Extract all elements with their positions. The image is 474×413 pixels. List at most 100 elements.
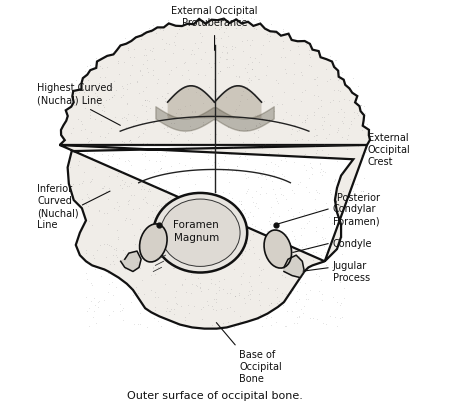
Point bbox=[91, 266, 99, 273]
Point bbox=[163, 113, 171, 119]
Point bbox=[212, 120, 220, 127]
Point bbox=[225, 165, 232, 171]
Point bbox=[123, 215, 130, 222]
Point bbox=[118, 185, 126, 192]
Point bbox=[149, 73, 156, 79]
Point bbox=[194, 46, 201, 52]
Point bbox=[69, 94, 76, 101]
Point bbox=[345, 199, 352, 206]
Point bbox=[255, 18, 263, 24]
Point bbox=[294, 44, 302, 50]
Point bbox=[261, 141, 269, 148]
Point bbox=[254, 113, 261, 119]
Point bbox=[335, 127, 342, 134]
Point bbox=[197, 39, 204, 46]
Point bbox=[289, 81, 296, 87]
Point bbox=[87, 129, 95, 136]
Point bbox=[99, 151, 106, 157]
Point bbox=[227, 286, 235, 292]
Point bbox=[216, 60, 223, 66]
Point bbox=[244, 175, 252, 181]
Point bbox=[319, 168, 327, 174]
Point bbox=[164, 90, 172, 97]
Point bbox=[238, 39, 246, 45]
Point bbox=[112, 88, 120, 95]
Point bbox=[102, 254, 109, 261]
Point bbox=[198, 316, 206, 323]
Point bbox=[261, 26, 269, 33]
Point bbox=[255, 175, 262, 181]
Point bbox=[124, 202, 132, 208]
Point bbox=[130, 55, 138, 61]
Point bbox=[109, 252, 116, 258]
Point bbox=[360, 188, 367, 195]
Point bbox=[303, 220, 310, 227]
Point bbox=[295, 127, 302, 134]
Point bbox=[264, 239, 272, 246]
Point bbox=[319, 123, 326, 129]
Point bbox=[105, 312, 113, 319]
Point bbox=[339, 188, 347, 195]
Point bbox=[210, 306, 217, 312]
Point bbox=[250, 140, 258, 146]
Point bbox=[279, 28, 287, 35]
Point bbox=[246, 273, 254, 280]
Point bbox=[177, 114, 184, 121]
Point bbox=[207, 100, 215, 107]
Point bbox=[263, 228, 271, 235]
Point bbox=[128, 63, 136, 69]
Point bbox=[145, 25, 153, 32]
Point bbox=[138, 73, 146, 79]
Point bbox=[235, 74, 243, 81]
Point bbox=[246, 209, 254, 216]
Point bbox=[259, 43, 267, 50]
Point bbox=[123, 183, 131, 190]
Point bbox=[243, 69, 251, 76]
Point bbox=[350, 109, 358, 116]
Point bbox=[98, 273, 105, 279]
Point bbox=[251, 223, 259, 230]
Point bbox=[337, 192, 344, 199]
Point bbox=[178, 282, 185, 289]
Point bbox=[149, 263, 157, 270]
Point bbox=[265, 302, 273, 309]
Point bbox=[141, 97, 148, 104]
Point bbox=[108, 154, 115, 160]
Point bbox=[175, 27, 182, 33]
Point bbox=[237, 256, 245, 263]
Point bbox=[120, 182, 128, 188]
Point bbox=[277, 178, 284, 185]
Point bbox=[83, 63, 91, 70]
Point bbox=[91, 164, 99, 171]
Ellipse shape bbox=[139, 224, 167, 262]
Point bbox=[250, 145, 257, 152]
Point bbox=[236, 154, 243, 161]
Point bbox=[333, 159, 341, 165]
Point bbox=[138, 183, 146, 190]
Point bbox=[211, 163, 219, 170]
Point bbox=[238, 93, 246, 100]
Point bbox=[146, 226, 154, 233]
Point bbox=[212, 89, 219, 95]
Point bbox=[149, 67, 157, 74]
Point bbox=[296, 261, 304, 268]
Point bbox=[120, 139, 128, 146]
Point bbox=[123, 87, 131, 93]
Point bbox=[319, 172, 326, 179]
Point bbox=[115, 156, 122, 162]
Point bbox=[329, 97, 337, 104]
Point bbox=[201, 114, 208, 121]
Point bbox=[130, 113, 137, 119]
Point bbox=[147, 310, 155, 317]
Point bbox=[152, 294, 159, 300]
Point bbox=[347, 118, 355, 125]
Point bbox=[212, 307, 219, 314]
Point bbox=[164, 257, 172, 263]
Point bbox=[218, 306, 225, 312]
Point bbox=[301, 87, 309, 94]
Point bbox=[112, 245, 119, 252]
Point bbox=[96, 64, 104, 70]
Point bbox=[104, 156, 112, 163]
Point bbox=[346, 88, 354, 95]
Point bbox=[235, 133, 243, 139]
